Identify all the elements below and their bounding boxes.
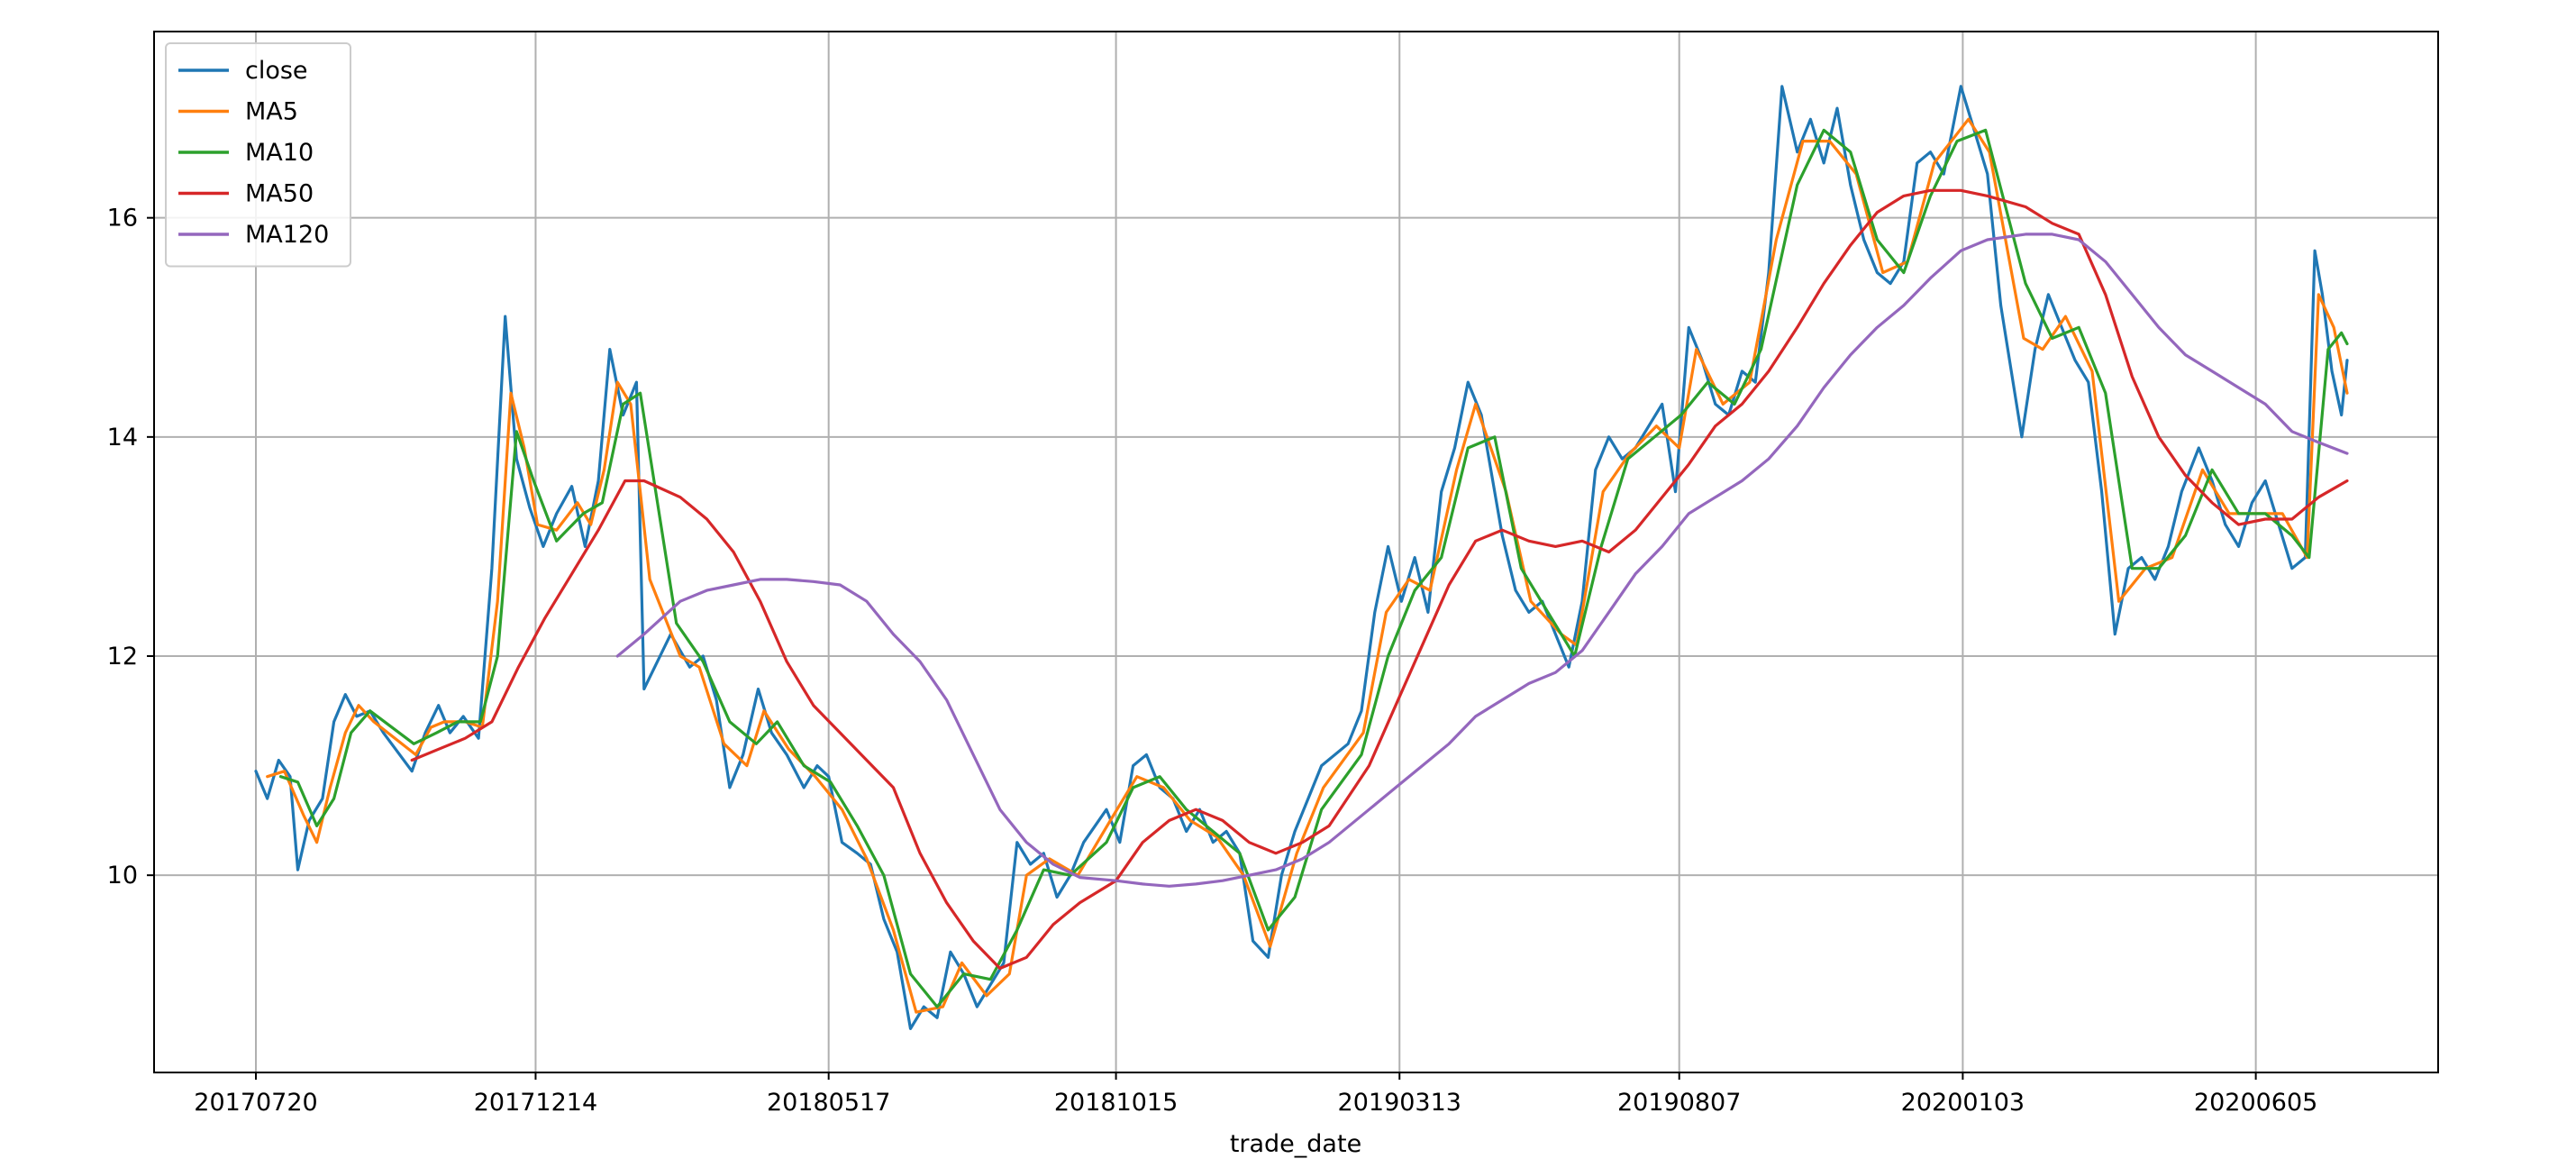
- legend-label: MA5: [245, 98, 298, 126]
- x-tick-label: 20180517: [767, 1089, 890, 1117]
- series-line-ma10: [278, 128, 2349, 1008]
- legend: close MA5 MA10 MA50 MA120: [165, 42, 351, 268]
- legend-label: MA10: [245, 139, 314, 167]
- x-axis-ticks: 20170720 20171214 20180517 20181015 20190313…: [194, 1072, 2317, 1117]
- y-tick-label: 10: [107, 862, 138, 890]
- x-tick-label: 20200605: [2194, 1089, 2317, 1117]
- y-tick-label: 14: [107, 424, 138, 452]
- legend-label: close: [245, 57, 308, 85]
- plot-background: [154, 32, 2438, 1072]
- plot-frame: [153, 31, 2439, 1073]
- y-tick-label: 12: [107, 643, 138, 671]
- x-tick-label: 20190807: [1617, 1089, 1741, 1117]
- x-tick-label: 20200103: [1901, 1089, 2025, 1117]
- x-axis-label: trade_date: [1230, 1130, 1361, 1158]
- x-tick-label: 20171214: [474, 1089, 597, 1117]
- series-line-ma120: [615, 233, 2349, 888]
- series-line-close: [254, 85, 2349, 1030]
- legend-label: MA120: [245, 221, 329, 249]
- y-axis-ticks: 10 12 14 16: [107, 205, 154, 890]
- x-tick-label: 20190313: [1338, 1089, 1461, 1117]
- series-lines: [254, 85, 2349, 1030]
- series-line-ma50: [410, 188, 2349, 971]
- legend-box: [165, 42, 351, 268]
- y-tick-label: 16: [107, 205, 138, 233]
- x-tick-label: 20181015: [1054, 1089, 1178, 1117]
- grid-lines: [154, 32, 2438, 1072]
- x-tick-label: 20170720: [194, 1089, 317, 1117]
- legend-label: MA50: [245, 180, 314, 208]
